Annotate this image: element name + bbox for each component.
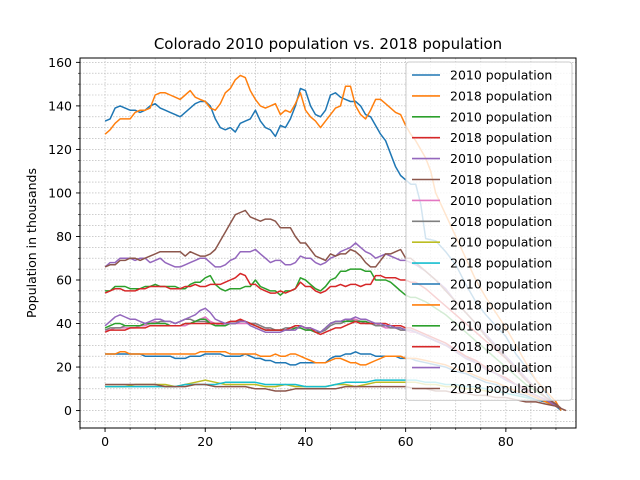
legend-entry-label: 2010 population	[450, 151, 552, 166]
y-axis-title: Population in thousands	[24, 168, 39, 318]
x-tick-label: 80	[498, 434, 514, 449]
x-tick-label: 60	[398, 434, 414, 449]
y-tick-label: 140	[48, 98, 72, 113]
plot-frame	[79, 57, 577, 429]
legend-entry-label: 2010 population	[450, 109, 552, 124]
y-tick-label: 0	[64, 403, 72, 418]
legend-box	[405, 61, 573, 401]
legend-entry-label: 2018 population	[450, 214, 552, 229]
legend-entry-label: 2010 population	[450, 193, 552, 208]
y-axis: 0 20 40 60 80 100 120 140 160	[48, 55, 80, 422]
x-axis: 0 20 40 60 80	[79, 428, 557, 449]
legend-entry-label: 2018 population	[450, 297, 552, 312]
legend-entry-label: 2018 population	[450, 130, 552, 145]
chart-title: Colorado 2010 population vs. 2018 popula…	[154, 35, 502, 53]
x-tick-label: 20	[197, 434, 213, 449]
legend-entry-label: 2010 population	[450, 235, 552, 250]
x-tick-label: 0	[101, 434, 109, 449]
legend-entry-label: 2010 population	[450, 277, 552, 292]
legend-entry-label: 2010 population	[450, 360, 552, 375]
legend-entry-label: 2018 population	[450, 339, 552, 354]
y-tick-label: 80	[56, 229, 72, 244]
y-tick-label: 120	[48, 142, 72, 157]
y-tick-label: 160	[48, 55, 72, 70]
legend-entry-label: 2018 population	[450, 381, 552, 396]
legend-entry-label: 2018 population	[450, 256, 552, 271]
legend-entry-label: 2018 population	[450, 172, 552, 187]
legend-entry-label: 2010 population	[450, 68, 552, 83]
x-tick-label: 40	[298, 434, 314, 449]
legend-entry-label: 2010 population	[450, 318, 552, 333]
y-tick-label: 100	[48, 185, 72, 200]
y-tick-label: 60	[56, 273, 72, 288]
y-tick-label: 20	[56, 360, 72, 375]
legend: 2010 population 2018 population 2010 popul…	[405, 61, 573, 401]
y-tick-label: 40	[56, 316, 72, 331]
legend-entry-label: 2018 population	[450, 88, 552, 103]
